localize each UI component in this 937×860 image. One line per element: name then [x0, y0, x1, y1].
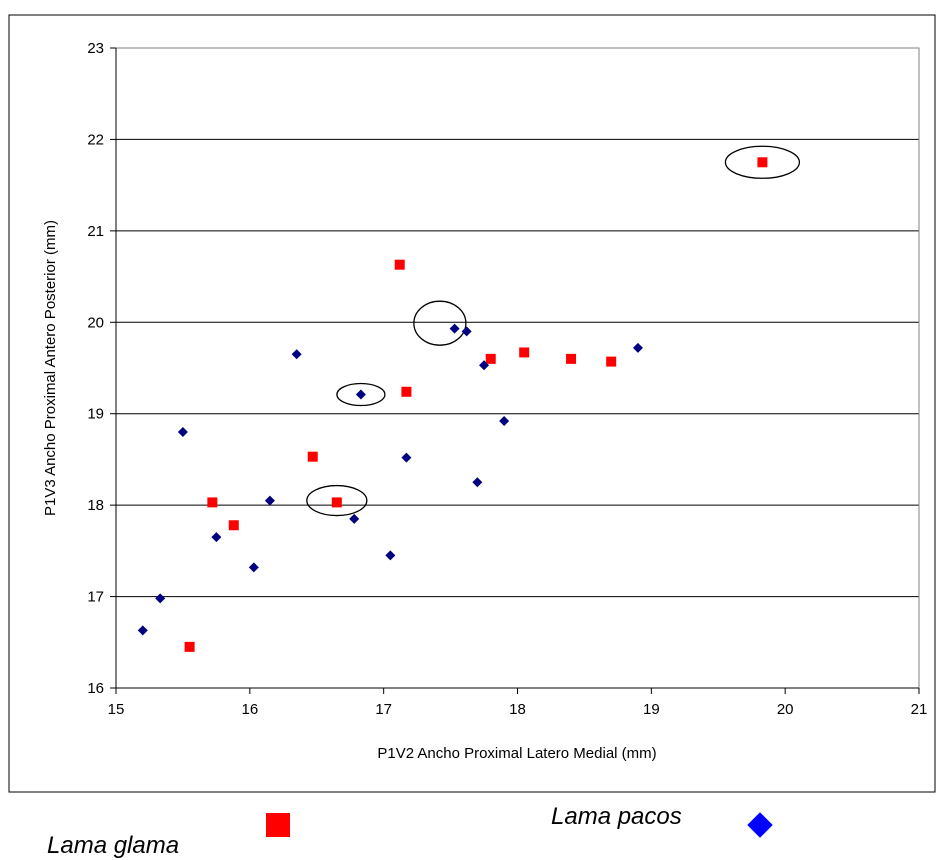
- x-tick-label: 19: [643, 701, 660, 718]
- point-lama-glama: [184, 641, 195, 652]
- point-lama-pacos: [385, 550, 396, 561]
- annotation-ellipse: [336, 382, 386, 407]
- point-lama-glama: [331, 497, 342, 508]
- point-lama-pacos: [291, 349, 302, 360]
- y-tick-label: 17: [87, 589, 104, 606]
- point-lama-glama: [401, 386, 412, 397]
- point-lama-pacos: [401, 452, 412, 463]
- x-ticks: 15 16 17 18 19 20 21: [108, 688, 928, 718]
- point-lama-glama: [566, 353, 577, 364]
- y-ticks: 16 17 18 19 20 21 22 23: [87, 40, 116, 697]
- point-lama-glama: [228, 520, 239, 531]
- point-lama-pacos: [211, 532, 222, 543]
- point-lama-pacos: [349, 513, 360, 524]
- y-tick-label: 19: [87, 406, 104, 423]
- point-lama-pacos: [499, 416, 510, 427]
- annotation-ellipse: [413, 300, 467, 346]
- x-tick-label: 15: [108, 701, 125, 718]
- point-lama-pacos: [177, 427, 188, 437]
- square-icon: [266, 813, 290, 837]
- point-lama-pacos: [449, 323, 460, 334]
- y-tick-label: 16: [87, 680, 104, 697]
- point-lama-glama: [307, 451, 318, 462]
- legend-label-lama-glama: Lama glama: [47, 832, 180, 859]
- point-lama-pacos: [479, 360, 490, 371]
- point-lama-pacos: [137, 625, 148, 636]
- y-tick-label: 18: [87, 497, 104, 514]
- point-lama-pacos: [355, 389, 366, 400]
- x-tick-label: 20: [777, 701, 794, 718]
- x-axis-title: P1V2 Ancho Proximal Latero Medial (mm): [377, 745, 656, 762]
- y-tick-label: 22: [87, 131, 104, 148]
- point-lama-pacos: [155, 593, 166, 604]
- annotations: [306, 145, 801, 517]
- y-tick-label: 21: [87, 223, 104, 240]
- point-lama-glama: [394, 259, 405, 270]
- point-lama-pacos: [461, 326, 472, 337]
- point-lama-glama: [757, 157, 768, 168]
- y-tick-label: 23: [87, 40, 104, 57]
- x-tick-label: 16: [241, 701, 258, 718]
- point-lama-pacos: [248, 562, 259, 573]
- x-tick-label: 18: [509, 701, 526, 718]
- y-tick-label: 20: [87, 314, 104, 331]
- point-lama-pacos: [472, 477, 483, 488]
- series: [137, 157, 768, 652]
- annotation-ellipse: [306, 484, 368, 517]
- point-lama-glama: [485, 353, 496, 364]
- point-lama-glama: [519, 347, 530, 358]
- x-tick-label: 21: [911, 701, 928, 718]
- point-lama-glama: [207, 497, 218, 508]
- y-axis-title: P1V3 Ancho Proximal Antero Posterior (mm…: [42, 220, 59, 516]
- point-lama-pacos: [264, 495, 275, 506]
- point-lama-pacos: [632, 342, 643, 353]
- annotation-ellipse: [724, 145, 801, 179]
- chart-area-border: [8, 14, 936, 793]
- x-tick-label: 17: [375, 701, 392, 718]
- point-lama-glama: [606, 356, 617, 367]
- legend-label-lama-pacos: Lama pacos: [551, 803, 682, 830]
